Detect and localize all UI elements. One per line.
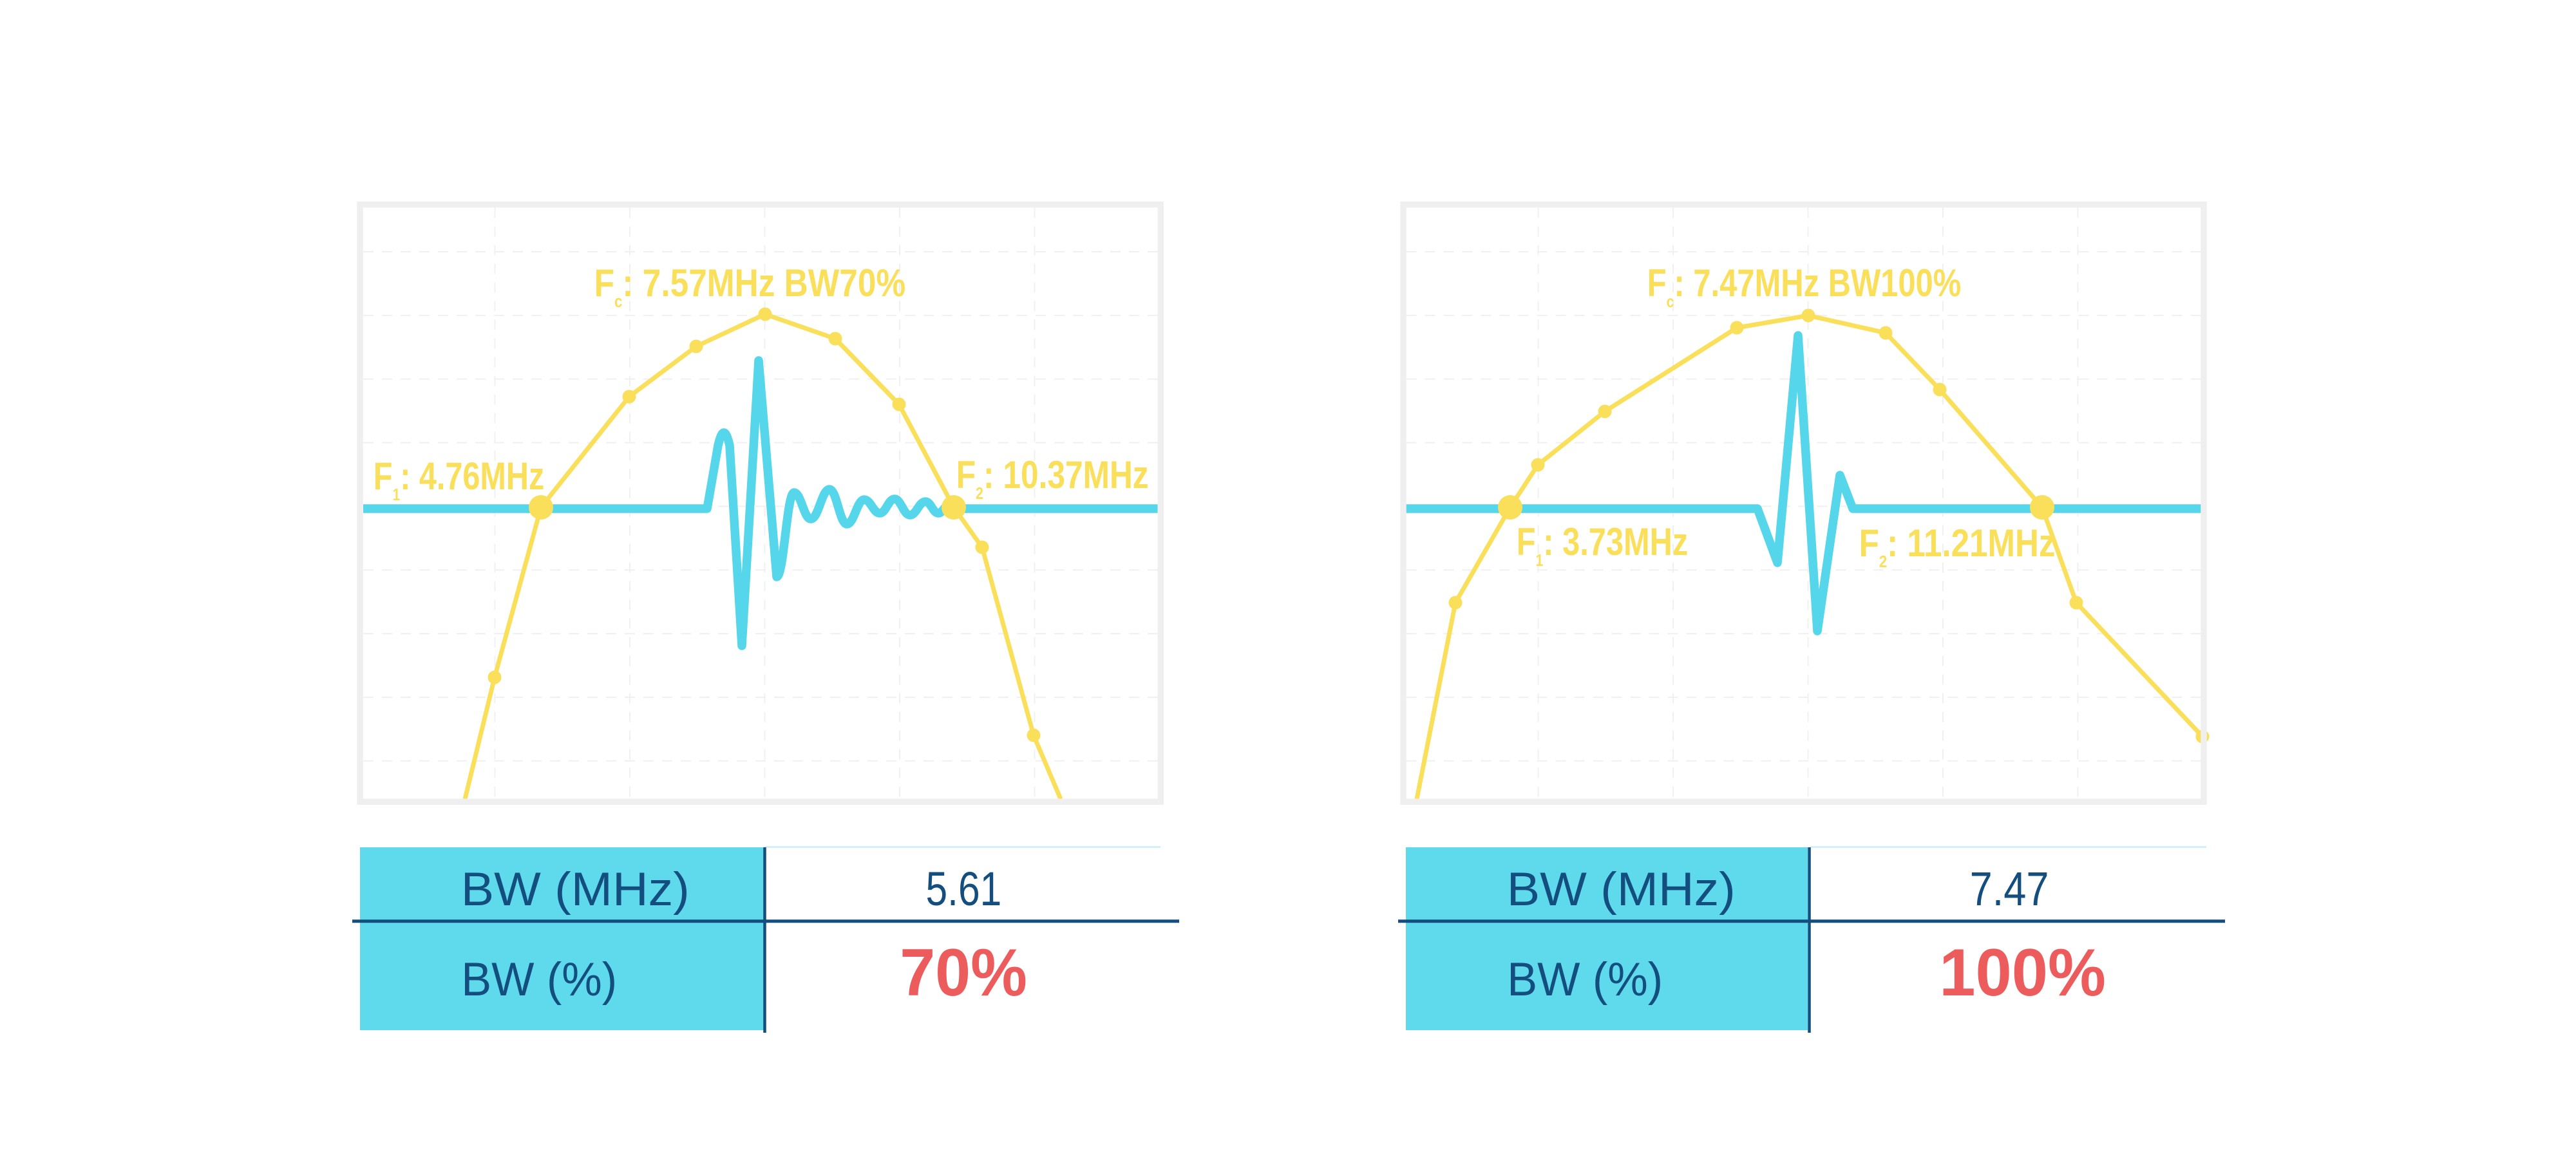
svg-text:Fc: 7.47MHz BW100%: Fc: 7.47MHz BW100%	[1647, 261, 1962, 311]
svg-text:BW (MHz): BW (MHz)	[461, 863, 690, 916]
svg-text:Fc: 7.57MHz BW70%: Fc: 7.57MHz BW70%	[594, 261, 906, 311]
svg-text:BW (MHz): BW (MHz)	[1507, 863, 1736, 916]
svg-text:BW (%): BW (%)	[461, 954, 617, 1006]
svg-text:F2: 10.37MHz: F2: 10.37MHz	[956, 453, 1149, 503]
svg-text:F1: 3.73MHz: F1: 3.73MHz	[1517, 520, 1689, 570]
svg-text:5.61: 5.61	[926, 863, 1002, 916]
svg-text:100%: 100%	[1939, 935, 2106, 1010]
svg-text:F1: 4.76MHz: F1: 4.76MHz	[374, 455, 544, 504]
svg-text:F2: 11.21MHz: F2: 11.21MHz	[1859, 522, 2056, 571]
svg-text:BW (%): BW (%)	[1507, 954, 1663, 1006]
svg-text:70%: 70%	[900, 936, 1027, 1010]
svg-text:7.47: 7.47	[1970, 862, 2049, 916]
